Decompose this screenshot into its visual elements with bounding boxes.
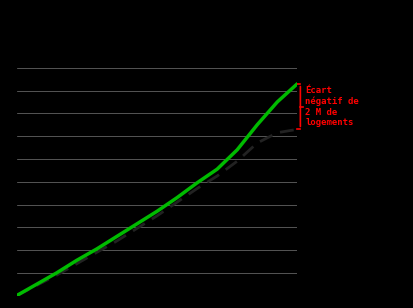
Text: Écart
négatif de
2 M de
logements: Écart négatif de 2 M de logements [305, 86, 359, 127]
